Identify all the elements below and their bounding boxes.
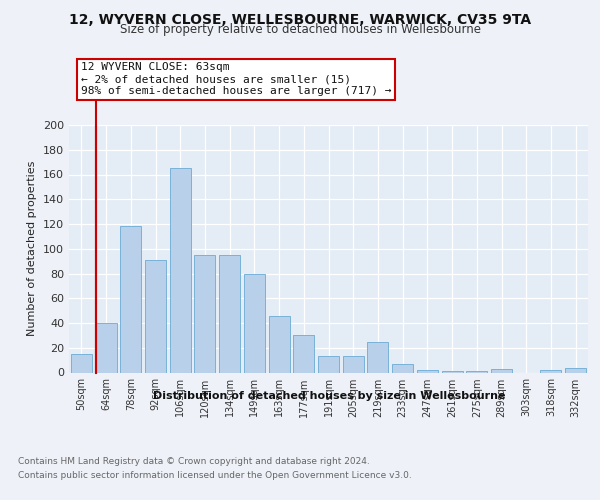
Bar	[71, 354, 92, 372]
Bar	[491, 369, 512, 372]
Bar	[293, 336, 314, 372]
Bar	[343, 356, 364, 372]
Text: 12, WYVERN CLOSE, WELLESBOURNE, WARWICK, CV35 9TA: 12, WYVERN CLOSE, WELLESBOURNE, WARWICK,…	[69, 12, 531, 26]
Bar	[565, 368, 586, 372]
Y-axis label: Number of detached properties: Number of detached properties	[28, 161, 37, 336]
Bar	[269, 316, 290, 372]
Bar	[194, 255, 215, 372]
Bar	[120, 226, 141, 372]
Bar	[170, 168, 191, 372]
Bar	[392, 364, 413, 372]
Text: Size of property relative to detached houses in Wellesbourne: Size of property relative to detached ho…	[119, 24, 481, 36]
Bar	[145, 260, 166, 372]
Text: Contains public sector information licensed under the Open Government Licence v3: Contains public sector information licen…	[18, 471, 412, 480]
Bar	[367, 342, 388, 372]
Bar	[219, 255, 240, 372]
Text: Contains HM Land Registry data © Crown copyright and database right 2024.: Contains HM Land Registry data © Crown c…	[18, 458, 370, 466]
Bar	[95, 323, 116, 372]
Text: 12 WYVERN CLOSE: 63sqm
← 2% of detached houses are smaller (15)
98% of semi-deta: 12 WYVERN CLOSE: 63sqm ← 2% of detached …	[81, 62, 392, 96]
Bar	[318, 356, 339, 372]
Text: Distribution of detached houses by size in Wellesbourne: Distribution of detached houses by size …	[152, 391, 505, 401]
Bar	[417, 370, 438, 372]
Bar	[244, 274, 265, 372]
Bar	[541, 370, 562, 372]
